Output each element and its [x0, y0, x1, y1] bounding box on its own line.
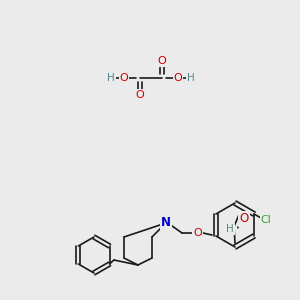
- Text: O: O: [174, 73, 182, 83]
- Text: H: H: [107, 73, 115, 83]
- Text: N: N: [161, 217, 171, 230]
- Text: Cl: Cl: [261, 215, 272, 225]
- Text: O: O: [120, 73, 128, 83]
- Text: O: O: [158, 56, 166, 66]
- Text: O: O: [136, 90, 144, 100]
- Text: H: H: [226, 224, 234, 234]
- Text: H: H: [187, 73, 195, 83]
- Text: O: O: [194, 228, 202, 238]
- Text: O: O: [239, 212, 249, 226]
